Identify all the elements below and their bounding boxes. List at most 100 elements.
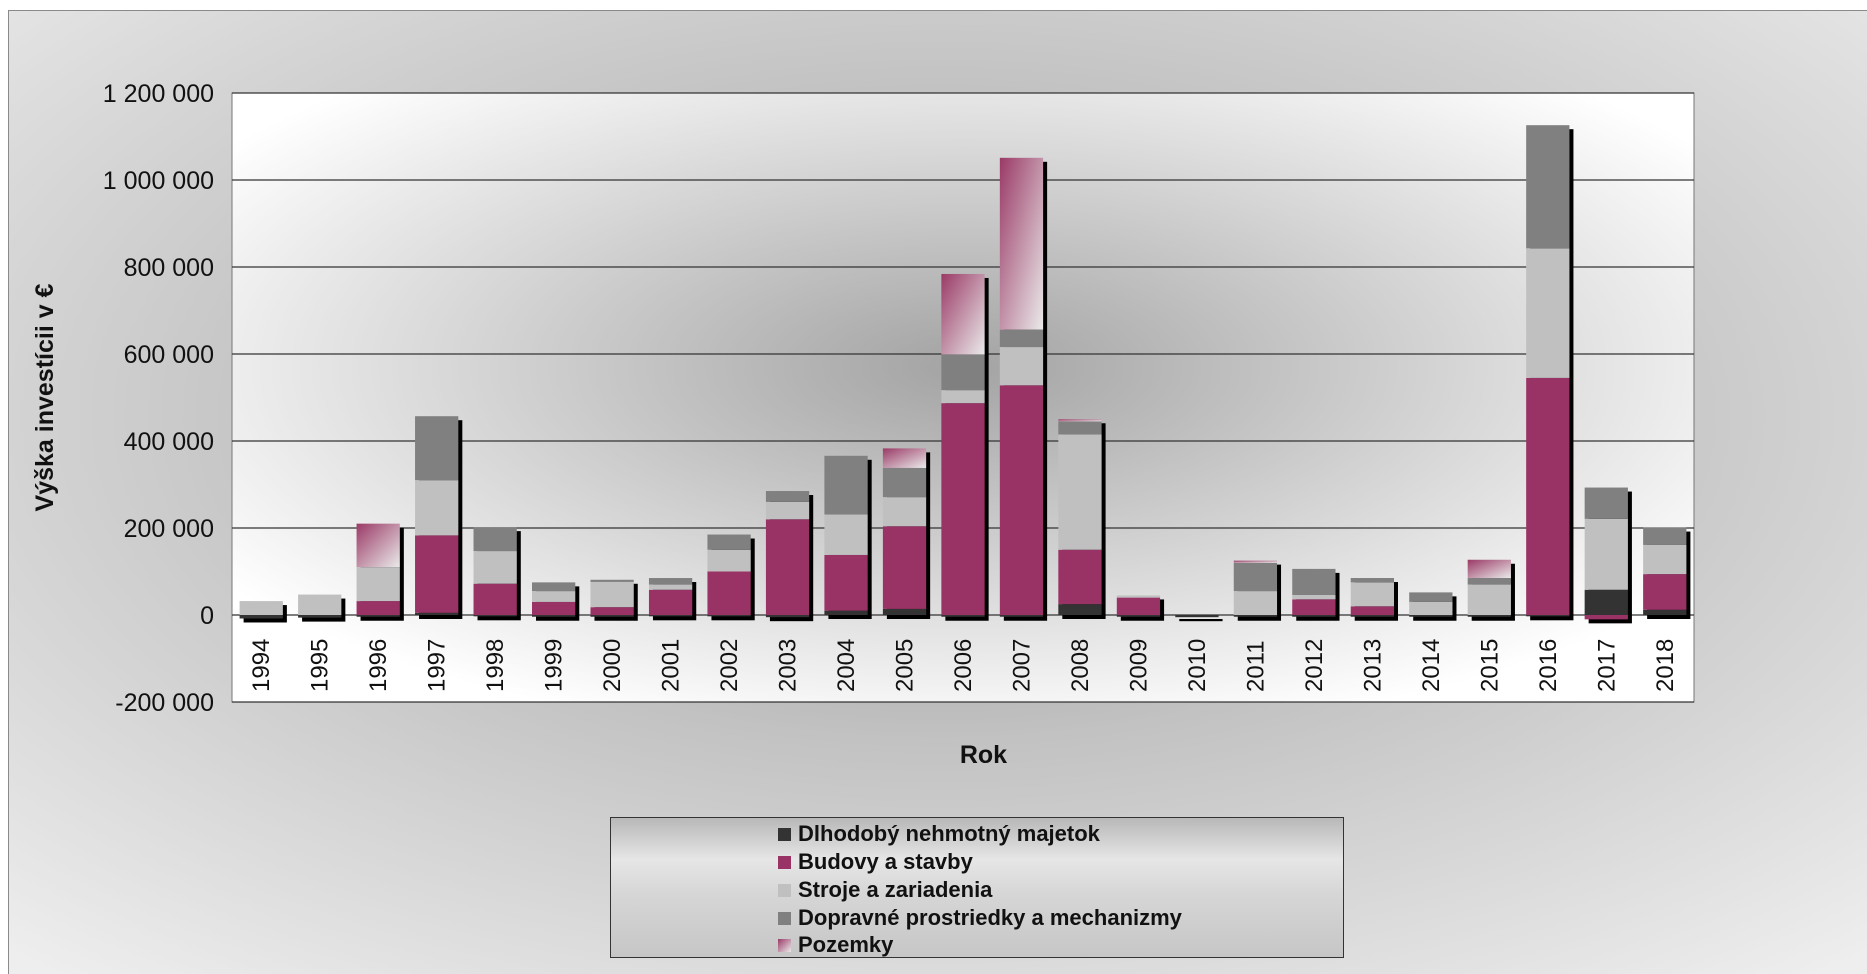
x-tick-label: 2003 (775, 639, 802, 692)
bar-segment (1643, 574, 1687, 610)
x-tick-label: 1995 (307, 639, 334, 692)
bar-segment (473, 583, 517, 615)
legend-item-dopravne: Dopravné prostriedky a mechanizmy (778, 905, 1182, 931)
bar-segment (1467, 559, 1511, 579)
bar-segment (1584, 589, 1628, 615)
x-tick-label: 2000 (599, 639, 626, 692)
legend-swatch (778, 827, 791, 841)
x-tick-label: 2018 (1652, 639, 1679, 692)
legend-swatch (778, 911, 791, 925)
bar-segment (1526, 615, 1570, 617)
bar-segment (590, 607, 634, 615)
bar-segment (1292, 568, 1336, 595)
bar-segment (1116, 595, 1161, 598)
bar-segment (532, 615, 576, 617)
legend-item-stroje: Stroje a zariadenia (778, 877, 992, 903)
x-tick-label: 1996 (365, 639, 392, 692)
bar-segment (1292, 599, 1336, 615)
legend-label: Dopravné prostriedky a mechanizmy (798, 905, 1182, 930)
bar-segment (298, 594, 342, 615)
bar-segment (707, 571, 751, 615)
bar-segment (1643, 527, 1687, 545)
y-tick-label: 800 000 (124, 254, 214, 282)
bar-segment (1467, 578, 1511, 585)
bar-segment (1467, 615, 1511, 617)
bar-segment (1292, 615, 1336, 617)
bar-segment (1058, 419, 1102, 422)
bar-segment (1058, 434, 1102, 550)
x-tick-label: 2016 (1535, 639, 1562, 692)
bar-segment (1292, 594, 1336, 600)
bar-segment (298, 615, 342, 618)
x-tick-label: 1998 (482, 639, 509, 692)
bar-segment (356, 601, 400, 615)
legend-label: Dlhodobý nehmotný majetok (798, 821, 1100, 846)
bar-segment (590, 581, 634, 608)
bar-segment (1643, 544, 1687, 575)
bar-segment (999, 385, 1044, 615)
bar-segment (765, 501, 810, 520)
bar-segment (1233, 615, 1278, 617)
bar-segment (590, 579, 634, 582)
bar-segment (765, 615, 810, 618)
bar-segment (648, 589, 693, 615)
bar-segment (532, 601, 576, 615)
x-tick-label: 2011 (1242, 640, 1269, 692)
bar-segment (1350, 578, 1394, 583)
bar-segment (590, 615, 634, 617)
bar-segment (1526, 377, 1570, 615)
bar-segment (239, 615, 283, 619)
y-tick-label: 200 000 (124, 515, 214, 543)
y-tick-labels: -200 000 0 200 000 400 000 600 000 800 000 1 0… (103, 80, 214, 717)
x-tick-label: 2008 (1067, 639, 1094, 692)
x-tick-label: 2005 (892, 639, 919, 692)
x-tick-label: 2006 (950, 639, 977, 692)
bar-segment (532, 591, 576, 602)
bar-segment (1058, 549, 1102, 605)
bar-segment (415, 612, 459, 615)
bar-segment (356, 567, 400, 602)
bar-segment (415, 416, 459, 481)
x-tick-label: 1994 (248, 639, 275, 692)
bar-segment (415, 480, 459, 536)
chart-frame: -200 000 0 200 000 400 000 600 000 800 000 1 0… (8, 10, 1867, 974)
bar-segment (1175, 615, 1219, 618)
bar-segment (824, 514, 868, 555)
bar-segment (1233, 562, 1278, 592)
bar-segment (882, 448, 927, 468)
bar-segment (473, 615, 517, 617)
bar-segment (1058, 604, 1102, 615)
bar-segment (1350, 615, 1394, 617)
bar-segment (1643, 609, 1687, 615)
bar-segment (473, 551, 517, 584)
bar-segment (824, 455, 868, 515)
legend-label: Budovy a stavby (798, 849, 973, 874)
y-axis-title: Výška investícii v € (31, 283, 59, 511)
bar-segment (648, 584, 693, 590)
bar-segment (1116, 615, 1161, 617)
bar-segment (765, 519, 810, 615)
legend-label: Stroje a zariadenia (798, 877, 993, 902)
bar-segment (1350, 606, 1394, 615)
legend-label: Pozemky (798, 932, 894, 957)
bar-segment (941, 403, 985, 615)
x-tick-label: 2015 (1476, 639, 1503, 692)
bar-segment (1409, 601, 1453, 615)
x-tick-label: 2007 (1008, 639, 1035, 692)
bar-segment (356, 523, 400, 568)
bars (239, 125, 1687, 620)
legend-item-pozemky: Pozemky (778, 932, 893, 958)
x-tick-label: 2001 (658, 639, 685, 692)
bar-segment (356, 615, 400, 617)
bar-segment (1409, 592, 1453, 602)
y-tick-label: 1 000 000 (103, 167, 214, 195)
legend-swatch (778, 938, 791, 952)
x-tick-label: 2014 (1418, 639, 1445, 692)
bar-segment (1116, 597, 1161, 615)
y-tick-label: 600 000 (124, 341, 214, 369)
legend-swatch (778, 883, 791, 897)
y-tick-label: 1 200 000 (103, 80, 214, 108)
bar-segment (824, 554, 868, 611)
y-tick-label: 400 000 (124, 428, 214, 456)
x-tick-label: 2004 (833, 639, 860, 692)
